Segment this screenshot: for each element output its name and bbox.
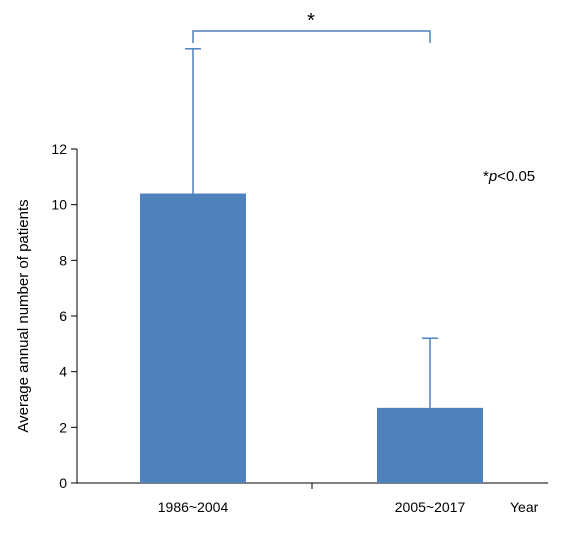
p-value-note: *p<0.05 bbox=[483, 168, 535, 185]
x-axis-title: Year bbox=[510, 499, 539, 515]
y-tick-label: 6 bbox=[59, 308, 67, 324]
y-tick-label: 10 bbox=[51, 197, 67, 213]
y-tick-label: 4 bbox=[59, 364, 67, 380]
y-axis-ticks: 0 2 4 6 8 10 12 bbox=[51, 141, 77, 491]
error-bars bbox=[185, 48, 438, 408]
bar bbox=[140, 193, 246, 484]
y-tick-label: 0 bbox=[59, 475, 67, 491]
bar bbox=[377, 407, 483, 483]
y-tick-label: 12 bbox=[51, 141, 67, 157]
y-tick-label: 8 bbox=[59, 252, 67, 268]
x-tick-label: 2005~2017 bbox=[395, 499, 466, 515]
y-axis-title: Average annual number of patients bbox=[15, 199, 32, 432]
bars bbox=[140, 193, 483, 484]
significance-bracket bbox=[192, 30, 431, 43]
x-tick-label: 1986~2004 bbox=[158, 499, 229, 515]
x-axis-tick-labels: 1986~2004 2005~2017 bbox=[158, 499, 466, 515]
significance-star: * bbox=[307, 10, 315, 32]
y-tick-label: 2 bbox=[59, 419, 67, 435]
